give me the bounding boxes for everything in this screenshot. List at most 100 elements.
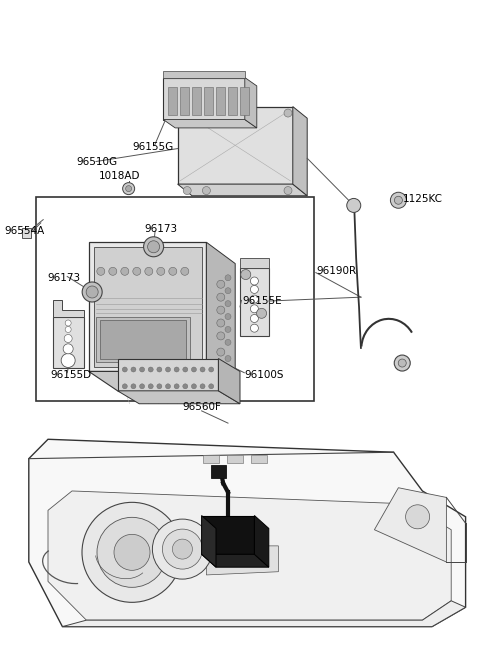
Polygon shape — [62, 601, 466, 627]
Polygon shape — [202, 516, 254, 554]
Circle shape — [157, 367, 162, 372]
Circle shape — [251, 286, 258, 293]
Polygon shape — [204, 87, 213, 115]
Circle shape — [395, 196, 402, 204]
Polygon shape — [218, 359, 240, 404]
Bar — [251, 455, 267, 463]
Circle shape — [209, 384, 214, 389]
Circle shape — [183, 109, 191, 117]
Polygon shape — [168, 87, 177, 115]
Polygon shape — [254, 516, 269, 567]
Bar — [203, 455, 219, 463]
Polygon shape — [94, 247, 202, 367]
Circle shape — [398, 359, 406, 367]
Circle shape — [166, 384, 170, 389]
Circle shape — [166, 367, 170, 372]
Circle shape — [347, 198, 361, 213]
Circle shape — [251, 315, 258, 322]
Polygon shape — [192, 87, 201, 115]
Polygon shape — [118, 359, 218, 391]
Circle shape — [200, 384, 205, 389]
Bar — [227, 455, 243, 463]
Circle shape — [97, 517, 167, 587]
Polygon shape — [178, 107, 293, 184]
Polygon shape — [163, 78, 245, 120]
Circle shape — [174, 384, 179, 389]
Circle shape — [122, 367, 127, 372]
Polygon shape — [89, 242, 206, 371]
Polygon shape — [206, 546, 278, 575]
Circle shape — [63, 344, 73, 354]
Circle shape — [203, 187, 210, 194]
Polygon shape — [240, 258, 269, 268]
Circle shape — [217, 280, 225, 288]
Circle shape — [131, 384, 136, 389]
Circle shape — [86, 286, 98, 298]
Circle shape — [225, 381, 231, 388]
Polygon shape — [48, 491, 451, 620]
Polygon shape — [163, 120, 257, 128]
Polygon shape — [202, 516, 216, 567]
Circle shape — [181, 267, 189, 275]
Circle shape — [200, 367, 205, 372]
Circle shape — [172, 539, 192, 559]
Polygon shape — [202, 554, 269, 567]
Circle shape — [131, 367, 136, 372]
Text: 96173: 96173 — [47, 273, 80, 283]
Text: 96100S: 96100S — [245, 370, 284, 380]
Circle shape — [225, 355, 231, 362]
Circle shape — [217, 293, 225, 301]
Circle shape — [241, 269, 251, 280]
Circle shape — [390, 193, 407, 208]
Polygon shape — [89, 371, 235, 391]
Polygon shape — [22, 228, 31, 238]
Polygon shape — [96, 317, 190, 362]
Circle shape — [82, 282, 102, 302]
Text: 1125KC: 1125KC — [403, 194, 443, 204]
Circle shape — [225, 313, 231, 320]
Circle shape — [217, 306, 225, 314]
Circle shape — [217, 348, 225, 356]
Circle shape — [122, 384, 127, 389]
Circle shape — [145, 267, 153, 275]
Circle shape — [192, 384, 196, 389]
Polygon shape — [118, 391, 240, 404]
Bar — [36, 197, 314, 401]
Circle shape — [157, 267, 165, 275]
Circle shape — [97, 267, 105, 275]
Polygon shape — [211, 465, 226, 478]
Polygon shape — [240, 87, 249, 115]
Text: 96554A: 96554A — [5, 226, 45, 236]
Circle shape — [192, 367, 196, 372]
Text: 96510G: 96510G — [77, 156, 118, 167]
Circle shape — [183, 384, 188, 389]
Circle shape — [174, 367, 179, 372]
Text: 96560F: 96560F — [182, 402, 221, 412]
Circle shape — [225, 326, 231, 333]
Polygon shape — [374, 488, 446, 562]
Circle shape — [123, 183, 134, 194]
Circle shape — [153, 519, 212, 579]
Circle shape — [162, 529, 203, 569]
Circle shape — [109, 267, 117, 275]
Polygon shape — [100, 320, 186, 359]
Circle shape — [217, 332, 225, 340]
Polygon shape — [228, 87, 237, 115]
Text: 96190R: 96190R — [317, 266, 357, 276]
Polygon shape — [293, 107, 307, 196]
Circle shape — [65, 326, 71, 333]
Circle shape — [169, 267, 177, 275]
Circle shape — [209, 367, 214, 372]
Circle shape — [251, 324, 258, 332]
Polygon shape — [216, 87, 225, 115]
Circle shape — [225, 287, 231, 294]
Text: 96155D: 96155D — [50, 370, 92, 380]
Polygon shape — [240, 268, 269, 336]
Circle shape — [157, 384, 162, 389]
Circle shape — [121, 267, 129, 275]
Circle shape — [61, 353, 75, 368]
Circle shape — [406, 505, 430, 529]
Circle shape — [144, 237, 164, 256]
Circle shape — [284, 109, 292, 117]
Text: 96173: 96173 — [144, 224, 177, 234]
